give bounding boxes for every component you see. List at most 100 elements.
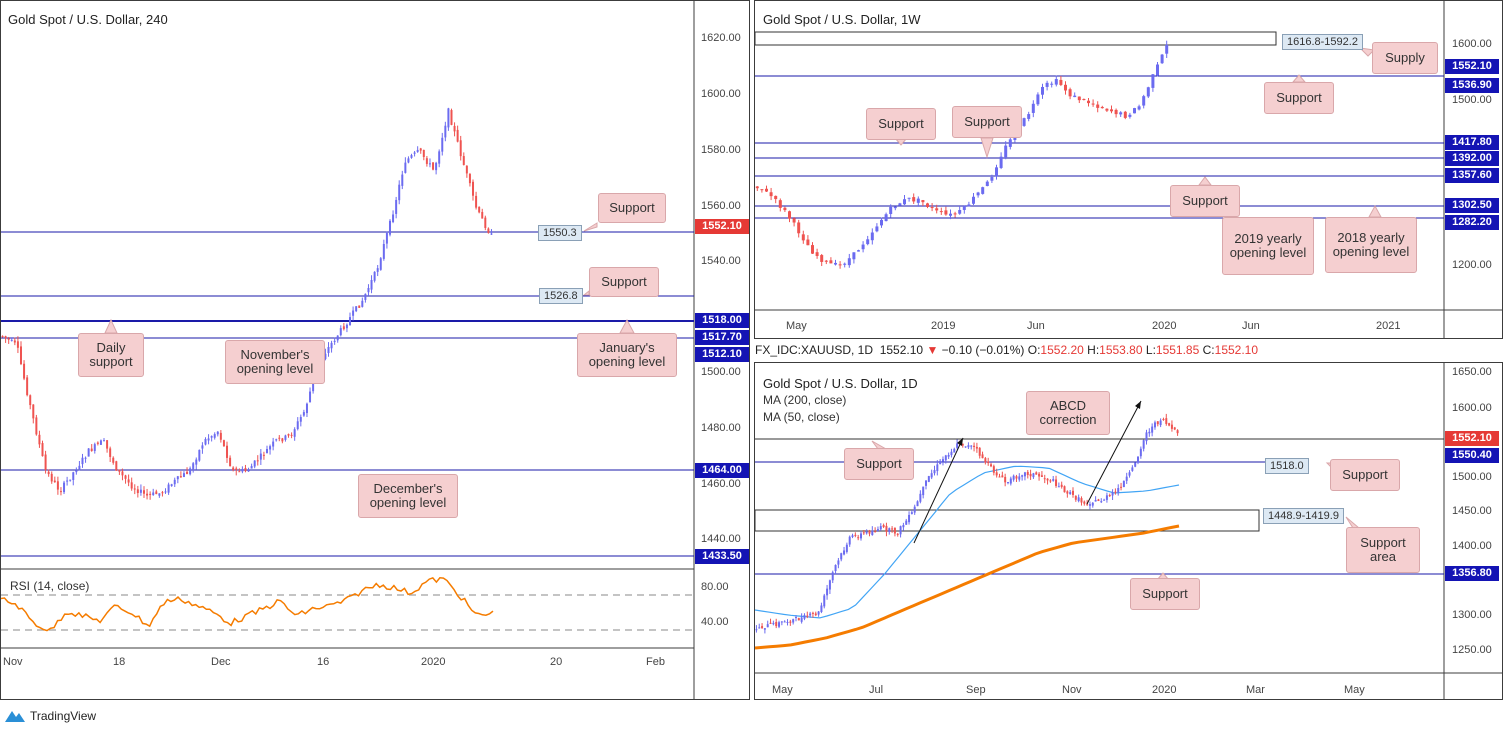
h4-time-tick: 16 [317, 656, 329, 668]
candle-body [930, 473, 933, 478]
candle-body [81, 457, 84, 465]
candle-body [124, 475, 127, 479]
candle-body [213, 434, 216, 438]
candle-body [815, 252, 819, 256]
callout-pointer [1368, 204, 1382, 218]
weekly-candlesticks [755, 40, 1169, 269]
candle-body [1072, 490, 1074, 495]
candle-body [462, 156, 465, 165]
candle-body [1063, 486, 1066, 493]
candle-body [468, 174, 471, 184]
candle-body [72, 472, 75, 480]
supply-zone [755, 31, 1277, 46]
candle-body [868, 530, 871, 534]
candle-body [121, 471, 124, 476]
candle-body [964, 446, 967, 448]
candle-body [444, 125, 447, 138]
candle-body [1128, 114, 1132, 117]
candle-body [23, 363, 26, 379]
callout-abcd: ABCD correction [1026, 391, 1110, 435]
last-price-label: 1552.10 [695, 219, 749, 234]
h4-price-tick: 1500.00 [701, 366, 741, 378]
daily-chart-svg[interactable]: 1650.00 1600.00 1500.00 1450.00 1400.00 … [755, 363, 1503, 700]
h4-candlesticks [1, 107, 493, 500]
candle-body [361, 300, 364, 307]
candle-body [1043, 478, 1046, 480]
candle-body [1023, 472, 1026, 477]
callout-support: Support [1330, 459, 1400, 491]
callout-support: Support [952, 106, 1022, 138]
candle-body [1103, 499, 1106, 501]
candle-body [992, 466, 995, 473]
candle-body [130, 482, 133, 489]
candle-body [1176, 430, 1179, 434]
candle-body [1133, 108, 1136, 114]
candle-body [1100, 106, 1104, 109]
callout-text: November's opening level [236, 347, 314, 376]
daily-time-tick: May [1344, 684, 1365, 696]
candle-body [907, 197, 911, 199]
candle-body [35, 417, 38, 435]
candle-body [1074, 495, 1077, 500]
candle-body [1137, 106, 1141, 110]
candle-body [995, 472, 998, 476]
candle-body [84, 457, 87, 459]
candle-body [870, 232, 874, 241]
candle-body [902, 525, 905, 528]
weekly-chart-panel[interactable]: 1600.00 1500.00 1200.00 May 2019 Jun 202… [754, 0, 1503, 339]
candle-body [1035, 472, 1038, 475]
candle-body [4, 336, 7, 339]
supply-zone-tag: 1616.8-1592.2 [1282, 34, 1363, 50]
h4-price-tick: 1460.00 [701, 478, 741, 490]
candle-body [278, 437, 281, 439]
candle-body [152, 492, 155, 495]
candle-body [976, 192, 980, 196]
candle-body [1041, 86, 1044, 95]
candle-body [783, 621, 786, 623]
tradingview-brand[interactable]: TradingView [4, 708, 96, 724]
candle-body [1091, 502, 1094, 506]
candle-body [87, 448, 90, 457]
candle-body [66, 480, 69, 482]
callout-support: Support [844, 448, 914, 480]
candle-body [352, 310, 355, 316]
candle-body [913, 506, 916, 513]
candle-body [109, 448, 112, 457]
candle-body [786, 621, 789, 623]
callout-support: Support [1264, 82, 1334, 114]
daily-chart-panel[interactable]: 1650.00 1600.00 1500.00 1450.00 1400.00 … [754, 362, 1503, 700]
candle-body [244, 468, 247, 472]
candle-body [299, 417, 302, 422]
candle-body [930, 207, 934, 209]
level-price-label: 1417.80 [1445, 135, 1499, 150]
h4-chart-panel[interactable]: 1620.00 1600.00 1580.00 1560.00 1540.00 … [0, 0, 750, 700]
candle-body [797, 618, 800, 621]
candle-body [905, 520, 908, 525]
h4-chart-title: Gold Spot / U.S. Dollar, 240 [8, 12, 168, 27]
candle-body [898, 203, 902, 206]
candle-body [115, 461, 118, 471]
candle-body [1162, 419, 1165, 421]
candle-body [843, 263, 847, 265]
candle-body [950, 451, 953, 456]
candle-body [912, 197, 916, 202]
callout-support: Support [1130, 578, 1200, 610]
candle-body [803, 615, 806, 619]
tradingview-logo-icon [5, 711, 25, 722]
candle-body [1040, 475, 1043, 477]
candle-body [226, 445, 229, 458]
candle-body [891, 528, 894, 530]
candle-body [395, 199, 398, 214]
candle-body [327, 346, 330, 354]
candle-body [1054, 79, 1058, 85]
h4-chart-svg[interactable]: 1620.00 1600.00 1580.00 1560.00 1540.00 … [1, 1, 750, 700]
candle-body [432, 162, 435, 170]
candle-body [1145, 432, 1148, 442]
weekly-time-tick: May [786, 320, 807, 332]
candle-body [838, 264, 842, 266]
candle-body [1105, 108, 1109, 111]
candle-body [947, 455, 950, 457]
candle-body [1057, 486, 1060, 488]
candle-body [1045, 82, 1049, 87]
level-price-label: 1433.50 [695, 549, 749, 564]
